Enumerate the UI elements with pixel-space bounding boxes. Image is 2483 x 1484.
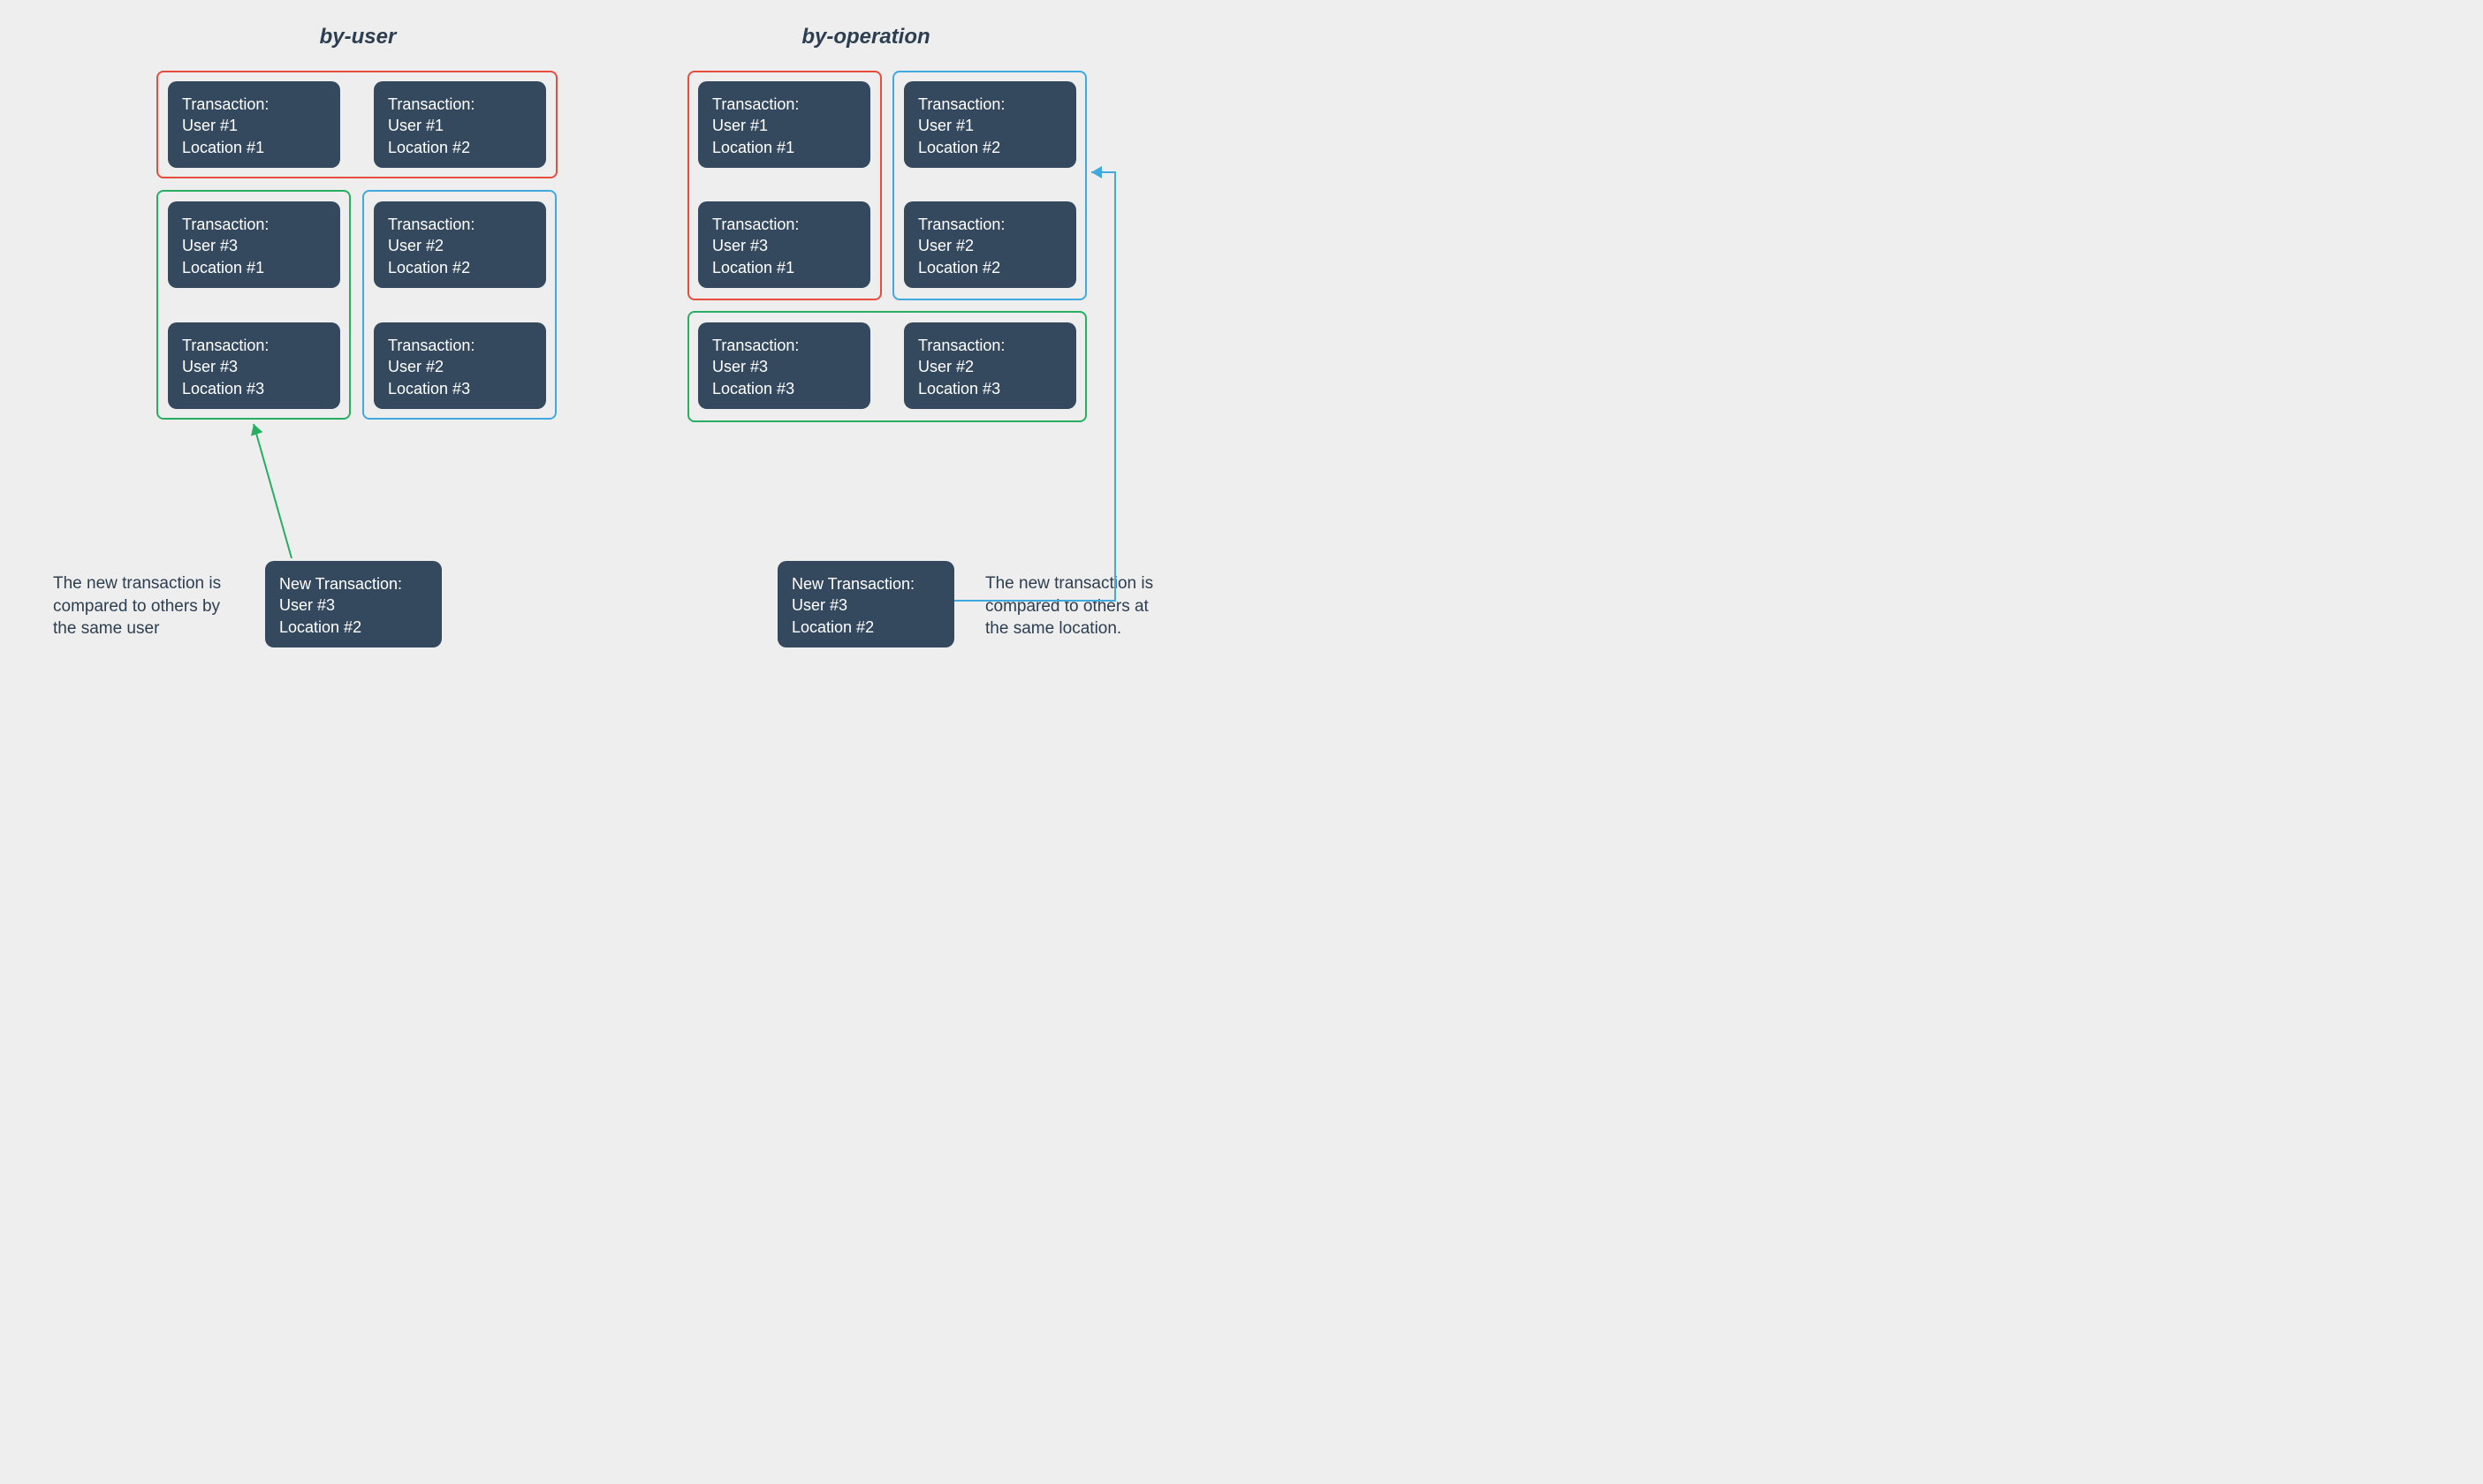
right-tx-3: Transaction: User #3 Location #1: [698, 201, 870, 288]
left-new-tx: New Transaction: User #3 Location #2: [265, 561, 442, 647]
tx-line3: Location #3: [712, 380, 794, 398]
tx-line1: Transaction:: [918, 216, 1005, 233]
tx-line2: User #2: [388, 358, 444, 375]
tx-line2: User #3: [182, 358, 238, 375]
tx-line1: Transaction:: [388, 216, 475, 233]
tx-line1: Transaction:: [182, 95, 269, 113]
title-by-operation: by-operation: [786, 25, 945, 49]
right-tx-1: Transaction: User #1 Location #1: [698, 81, 870, 168]
right-tx-5: Transaction: User #3 Location #3: [698, 322, 870, 409]
left-tx-6: Transaction: User #2 Location #3: [374, 322, 546, 409]
tx-line1: Transaction:: [182, 216, 269, 233]
left-caption: The new transaction is compared to other…: [53, 572, 243, 640]
tx-line2: User #3: [712, 358, 768, 375]
tx-line1: Transaction:: [388, 337, 475, 354]
title-by-user: by-user: [305, 25, 411, 49]
tx-line3: Location #2: [918, 139, 1000, 156]
left-tx-2: Transaction: User #1 Location #2: [374, 81, 546, 168]
tx-line1: Transaction:: [712, 95, 799, 113]
tx-line3: Location #3: [182, 380, 264, 398]
tx-line3: Location #2: [388, 259, 470, 276]
left-tx-4: Transaction: User #2 Location #2: [374, 201, 546, 288]
diagram-canvas: by-user by-operation Transaction: User #…: [0, 0, 1290, 771]
tx-line2: User #1: [712, 117, 768, 134]
tx-line2: User #3: [182, 237, 238, 254]
right-caption: The new transaction is compared to other…: [985, 572, 1175, 640]
left-arrow-line: [254, 424, 292, 558]
tx-line3: Location #1: [712, 259, 794, 276]
tx-line3: Location #2: [279, 618, 361, 636]
left-tx-5: Transaction: User #3 Location #3: [168, 322, 340, 409]
tx-line3: Location #2: [918, 259, 1000, 276]
tx-line2: User #1: [388, 117, 444, 134]
tx-line1: Transaction:: [388, 95, 475, 113]
left-arrow-head: [251, 424, 262, 436]
right-tx-4: Transaction: User #2 Location #2: [904, 201, 1076, 288]
left-tx-1: Transaction: User #1 Location #1: [168, 81, 340, 168]
right-new-tx: New Transaction: User #3 Location #2: [778, 561, 954, 647]
tx-line2: User #2: [388, 237, 444, 254]
tx-line3: Location #3: [918, 380, 1000, 398]
tx-line2: User #2: [918, 358, 974, 375]
tx-line2: User #2: [918, 237, 974, 254]
tx-line2: User #1: [182, 117, 238, 134]
tx-line1: New Transaction:: [279, 575, 402, 593]
tx-line1: New Transaction:: [792, 575, 915, 593]
tx-line1: Transaction:: [918, 337, 1005, 354]
tx-line3: Location #3: [388, 380, 470, 398]
tx-line1: Transaction:: [918, 95, 1005, 113]
tx-line3: Location #1: [182, 259, 264, 276]
tx-line2: User #3: [279, 596, 335, 614]
tx-line2: User #3: [712, 237, 768, 254]
right-tx-6: Transaction: User #2 Location #3: [904, 322, 1076, 409]
left-tx-3: Transaction: User #3 Location #1: [168, 201, 340, 288]
tx-line1: Transaction:: [712, 216, 799, 233]
tx-line1: Transaction:: [712, 337, 799, 354]
right-tx-2: Transaction: User #1 Location #2: [904, 81, 1076, 168]
tx-line3: Location #1: [182, 139, 264, 156]
tx-line3: Location #2: [792, 618, 874, 636]
tx-line3: Location #2: [388, 139, 470, 156]
tx-line1: Transaction:: [182, 337, 269, 354]
right-arrow-head: [1091, 166, 1102, 178]
tx-line3: Location #1: [712, 139, 794, 156]
tx-line2: User #1: [918, 117, 974, 134]
tx-line2: User #3: [792, 596, 847, 614]
